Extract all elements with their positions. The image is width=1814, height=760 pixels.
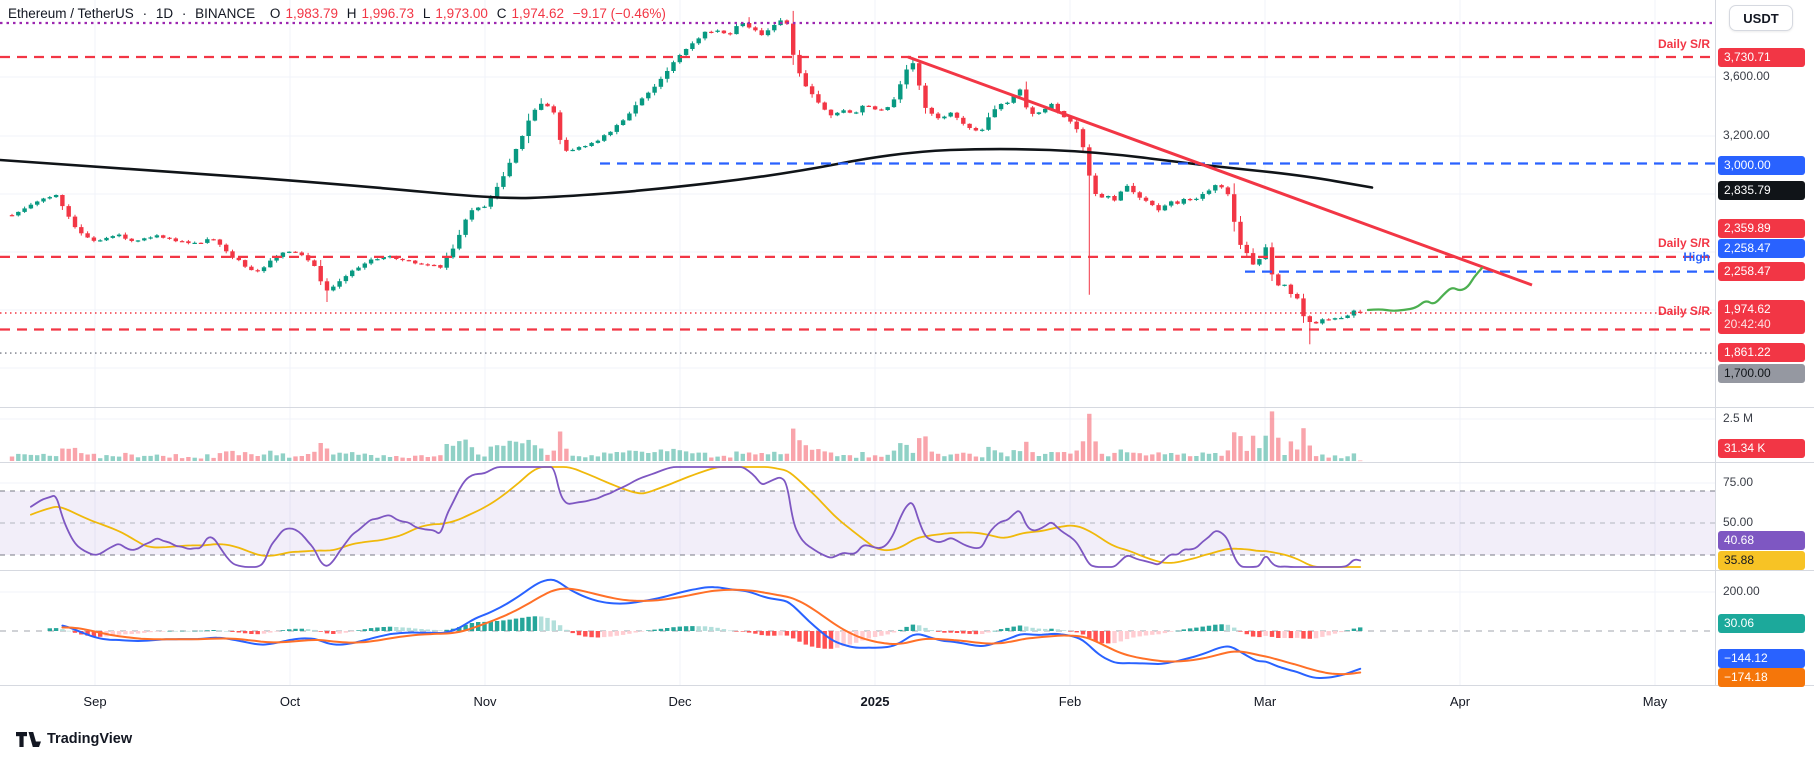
price-badge: 3,730.71 — [1718, 47, 1805, 67]
time-axis[interactable]: Sep Oct Nov Dec 2025 Feb Mar Apr May — [0, 685, 1814, 719]
high-label: H — [346, 6, 357, 21]
time-axis-label-nov: Nov — [473, 694, 497, 709]
price-badge: 3,000.00 — [1718, 155, 1805, 175]
tradingview-logo-icon — [16, 731, 41, 747]
time-axis-label-dec: Dec — [668, 694, 692, 709]
low-label: L — [422, 6, 431, 21]
high-value: 1,996.73 — [361, 6, 415, 21]
axis-label: 200.00 — [1723, 584, 1760, 598]
bar-countdown: 20:42:40 — [1724, 317, 1771, 331]
pane-separator-volume[interactable] — [0, 407, 1814, 408]
price-badge: −144.12 — [1718, 648, 1805, 668]
price-chart-canvas[interactable] — [0, 0, 1715, 685]
footer-bar: TradingView — [0, 718, 1814, 760]
close-value: 1,974.62 — [511, 6, 564, 21]
axis-label: 3,200.00 — [1723, 128, 1770, 142]
tradingview-brand-text[interactable]: TradingView — [47, 731, 133, 747]
timeframe-label[interactable]: 1D — [155, 6, 174, 21]
time-axis-label-oct: Oct — [279, 694, 301, 709]
time-axis-label-may: May — [1642, 694, 1668, 709]
time-axis-label-mar: Mar — [1253, 694, 1277, 709]
time-axis-label-sep: Sep — [83, 694, 107, 709]
price-badge: 1,861.22 — [1718, 342, 1805, 362]
price-badge: 2,359.89 — [1718, 218, 1805, 238]
chart-region[interactable]: Ethereum / TetherUS · 1D · BINANCE O 1,98… — [0, 0, 1814, 719]
close-label: C — [496, 6, 507, 21]
title-separator: · — [142, 6, 148, 21]
axis-label: 2.5 M — [1723, 411, 1754, 425]
low-value: 1,973.00 — [435, 6, 488, 21]
high-line-label: High — [1683, 250, 1710, 264]
tradingview-brand[interactable]: TradingView — [16, 731, 132, 747]
price-badge: −174.18 — [1718, 667, 1805, 687]
exchange-label: BINANCE — [195, 6, 256, 21]
price-badge: 40.68 — [1718, 530, 1805, 550]
open-label: O — [269, 6, 281, 21]
price-badge: 2,258.47 — [1718, 261, 1805, 281]
price-badge: 1,700.00 — [1718, 363, 1805, 383]
daily-sr-label: Daily S/R — [1657, 236, 1710, 250]
price-badge: 1,974.62 20:42:40 — [1718, 300, 1805, 334]
price-badge: 2,835.79 — [1718, 180, 1805, 200]
price-axis[interactable]: 3,730.71 3,600.00 3,200.00 3,000.00 2,835.79… — [1715, 0, 1814, 718]
open-value: 1,983.79 — [285, 6, 338, 21]
axis-label: 50.00 — [1723, 515, 1754, 529]
axis-border — [1715, 0, 1716, 718]
time-axis-label-apr: Apr — [1449, 694, 1471, 709]
axis-label: 75.00 — [1723, 475, 1754, 489]
pane-separator-macd[interactable] — [0, 570, 1814, 571]
price-badge: 31.34 K — [1718, 438, 1805, 458]
time-axis-label-feb: Feb — [1058, 694, 1082, 709]
axis-label: 3,600.00 — [1723, 69, 1770, 83]
price-badge: 2,258.47 — [1718, 238, 1805, 258]
daily-sr-label: Daily S/R — [1657, 37, 1710, 51]
pane-separator-rsi[interactable] — [0, 462, 1814, 463]
price-badge: 35.88 — [1718, 550, 1805, 570]
time-axis-label-2025: 2025 — [860, 694, 890, 709]
change-value: −9.17 (−0.46%) — [572, 6, 666, 21]
daily-sr-label: Daily S/R — [1657, 304, 1710, 318]
price-badge: 30.06 — [1718, 613, 1805, 633]
title-separator: · — [181, 6, 187, 21]
symbol-title-row[interactable]: Ethereum / TetherUS · 1D · BINANCE O 1,98… — [8, 6, 671, 21]
symbol-name[interactable]: Ethereum / TetherUS — [8, 6, 134, 21]
currency-toggle-button[interactable]: USDT — [1729, 5, 1793, 31]
